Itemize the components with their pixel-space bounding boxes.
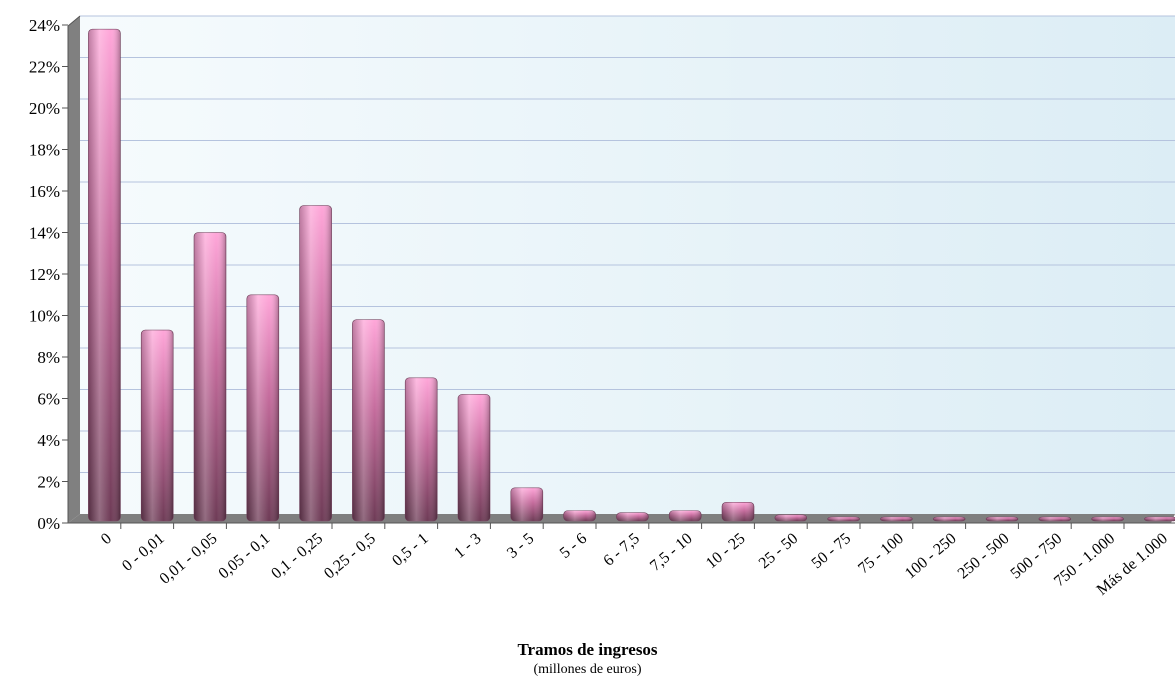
y-tick-label: 6% bbox=[37, 390, 60, 409]
x-tick-label: 0 bbox=[98, 530, 115, 548]
y-axis: 0% 2% 4% 6% 8% 10% 12% 14% 16% 18% 20% 22% 24% bbox=[29, 15, 81, 533]
bar-shading bbox=[141, 330, 174, 521]
x-tick-label: 5 - 6 bbox=[557, 530, 590, 562]
y-tick-label: 4% bbox=[37, 431, 60, 450]
bar-shading bbox=[616, 512, 649, 521]
bar-shading bbox=[88, 29, 121, 521]
x-tick-label: 0,01 - 0,05 bbox=[157, 530, 221, 588]
bars-group bbox=[88, 28, 1175, 522]
y-tick-label: 0% bbox=[37, 514, 60, 533]
y-tick-label: 8% bbox=[37, 348, 60, 367]
x-tick-label: 3 - 5 bbox=[504, 530, 537, 562]
y-tick-label: 16% bbox=[29, 182, 60, 201]
y-tick-label: 12% bbox=[29, 265, 60, 284]
bar-shading bbox=[352, 319, 385, 521]
x-tick-label: 0,05 - 0,1 bbox=[215, 530, 273, 582]
y-tick-label: 2% bbox=[37, 473, 60, 492]
bar-shading bbox=[405, 377, 438, 521]
side-wall bbox=[68, 16, 80, 523]
bar-shading bbox=[1144, 517, 1175, 521]
bar-shading bbox=[299, 205, 332, 521]
x-tick-label: 25 - 50 bbox=[756, 530, 802, 572]
x-tick-label: 50 - 75 bbox=[809, 530, 855, 572]
bar-shading bbox=[880, 517, 913, 521]
bar-shading bbox=[827, 517, 860, 521]
x-tick-label: 0 - 0,01 bbox=[119, 530, 168, 575]
bar-shading bbox=[1038, 517, 1071, 521]
bar-shading bbox=[194, 232, 226, 521]
bar-shading bbox=[986, 517, 1018, 521]
x-tick-label: 75 - 100 bbox=[855, 530, 907, 577]
bar-shading bbox=[933, 517, 966, 521]
bar-shading bbox=[510, 487, 543, 521]
y-tick-label: 22% bbox=[29, 58, 60, 77]
y-tick-label: 24% bbox=[29, 16, 60, 35]
y-axis-top bbox=[67, 15, 81, 27]
x-tick-label: 250 - 500 bbox=[955, 530, 1013, 582]
x-axis-title: Tramos de ingresos bbox=[517, 640, 658, 659]
bar-shading bbox=[774, 514, 807, 521]
bar-shading bbox=[246, 294, 279, 521]
x-tick-label: 0,5 - 1 bbox=[389, 530, 432, 570]
bar-shading bbox=[722, 502, 754, 521]
x-tick-label: 100 - 250 bbox=[902, 530, 960, 582]
y-tick-label: 18% bbox=[29, 141, 60, 160]
bar-shading bbox=[669, 510, 702, 521]
x-tick-label: 7,5 - 10 bbox=[647, 530, 696, 575]
x-tick-label: 1 - 3 bbox=[451, 530, 484, 562]
x-tick-label: 6 - 7,5 bbox=[600, 530, 643, 570]
x-tick-label: 0,25 - 0,5 bbox=[321, 530, 379, 582]
x-tick-label: 10 - 25 bbox=[703, 530, 749, 572]
x-axis-subtitle: (millones de euros) bbox=[533, 662, 642, 677]
bar-shading bbox=[458, 394, 490, 521]
y-tick-label: 14% bbox=[29, 224, 60, 243]
y-tick-label: 20% bbox=[29, 99, 60, 118]
bar-shading bbox=[1091, 517, 1124, 521]
plot-area bbox=[68, 15, 1175, 523]
bar-shading bbox=[563, 510, 596, 521]
y-tick-label: 10% bbox=[29, 307, 60, 326]
x-tick-label: 0,1 - 0,25 bbox=[268, 530, 326, 582]
